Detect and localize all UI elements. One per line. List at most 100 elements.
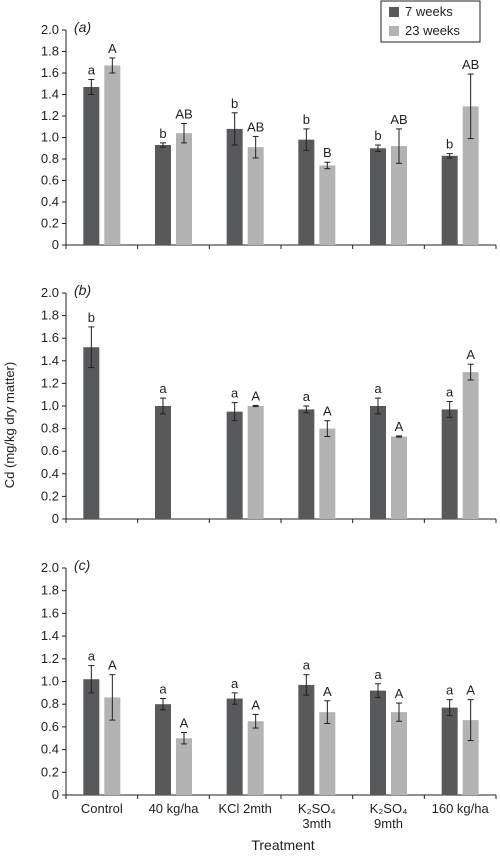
x-tick-label: 40 kg/ha	[149, 801, 200, 816]
y-tick-label: 1.4	[41, 87, 59, 102]
bar	[441, 155, 458, 245]
significance-letter: A	[180, 716, 189, 731]
significance-letter: A	[395, 419, 404, 434]
significance-letter: A	[108, 41, 117, 56]
significance-letter: AB	[462, 57, 479, 72]
significance-letter: A	[323, 404, 332, 419]
y-tick-label: 1.8	[41, 44, 59, 59]
legend-label-7-weeks: 7 weeks	[405, 4, 453, 19]
significance-letter: AB	[175, 107, 192, 122]
significance-letter: AB	[247, 119, 264, 134]
y-tick-label: 0.8	[41, 696, 59, 711]
x-tick-label-line: 9mth	[374, 816, 403, 831]
y-tick-label: 0.4	[41, 194, 59, 209]
bar	[83, 347, 100, 519]
bar	[104, 697, 121, 795]
bar	[155, 406, 171, 519]
significance-letter: a	[88, 62, 96, 77]
x-axis-label: Treatment	[251, 837, 314, 853]
y-tick-label: 1.2	[41, 375, 59, 390]
significance-letter: a	[159, 682, 167, 697]
x-tick-label-line: K₂SO₄	[370, 801, 408, 816]
bar	[247, 406, 264, 519]
y-tick-label: 0.4	[41, 466, 59, 481]
x-tick-label: Control	[81, 801, 123, 816]
significance-letter: A	[323, 684, 332, 699]
y-tick-label: 1.6	[41, 330, 59, 345]
y-tick-label: 1.0	[41, 674, 59, 689]
bar	[462, 106, 479, 245]
bar	[83, 86, 100, 245]
y-tick-label: 1.8	[41, 308, 59, 323]
significance-letter: A	[395, 686, 404, 701]
bar	[155, 704, 171, 795]
bar	[441, 707, 458, 795]
bar	[462, 372, 479, 519]
x-tick-label: 160 kg/ha	[432, 801, 490, 816]
significance-letter: a	[231, 676, 239, 691]
y-tick-label: 0	[52, 237, 59, 252]
bar	[104, 65, 121, 245]
y-tick-label: 0.6	[41, 443, 59, 458]
significance-letter: a	[303, 658, 311, 673]
bar	[176, 738, 192, 795]
bar	[391, 146, 407, 245]
y-tick-label: 0.2	[41, 216, 59, 231]
y-tick-label: 0.8	[41, 421, 59, 436]
y-tick-label: 0.6	[41, 719, 59, 734]
significance-letter: a	[446, 384, 454, 399]
y-tick-label: 0	[52, 511, 59, 526]
bar	[441, 409, 458, 519]
bar	[83, 679, 100, 795]
bar	[226, 411, 243, 519]
bar	[226, 128, 243, 245]
x-tick-label-line: KCl 2mth	[218, 801, 271, 816]
significance-letter: b	[303, 112, 310, 127]
significance-letter: b	[374, 128, 381, 143]
x-tick-label: K₂SO₄ 3mth	[298, 801, 336, 831]
y-tick-label: 0.2	[41, 488, 59, 503]
bar	[298, 684, 315, 795]
y-tick-label: 0.6	[41, 173, 59, 188]
bar	[370, 406, 386, 519]
bar	[370, 690, 386, 795]
y-tick-label: 1.4	[41, 353, 59, 368]
panels: 0 0.2 0.4 0.6 0.8 1.0 1.2 1.4 1.6 1.8 2.0 (a) a b b b b b…	[41, 19, 497, 831]
significance-letter: A	[108, 658, 117, 673]
bar	[319, 165, 336, 245]
significance-letter: a	[231, 386, 239, 401]
significance-letter: a	[374, 381, 382, 396]
significance-letter: a	[88, 649, 96, 664]
y-tick-label: 1.6	[41, 65, 59, 80]
significance-letter: b	[159, 126, 166, 141]
panel-label: (b)	[74, 282, 91, 298]
legend-swatch-23-weeks	[389, 26, 399, 36]
y-tick-label: 1.8	[41, 583, 59, 598]
bar	[226, 698, 243, 795]
significance-letter: b	[446, 137, 453, 152]
x-tick-label-line: 160 kg/ha	[432, 801, 490, 816]
x-tick-label: KCl 2mth	[218, 801, 271, 816]
bar	[247, 147, 264, 245]
x-tick-label-line: 40 kg/ha	[149, 801, 200, 816]
significance-letter: b	[231, 96, 238, 111]
bar	[176, 133, 192, 245]
y-tick-label: 0	[52, 787, 59, 802]
y-tick-label: 1.4	[41, 628, 59, 643]
legend: 7 weeks 23 weeks	[380, 0, 481, 43]
bar	[370, 148, 386, 245]
bar	[319, 428, 336, 519]
bar	[247, 721, 264, 795]
significance-letter: a	[446, 683, 454, 698]
x-tick-label-line: K₂SO₄	[298, 801, 336, 816]
significance-letter: A	[466, 347, 475, 362]
x-tick-label-line: 3mth	[302, 816, 331, 831]
x-tick-label-line: Control	[81, 801, 123, 816]
significance-letter: a	[159, 381, 167, 396]
bar	[319, 712, 336, 795]
y-tick-label: 1.2	[41, 651, 59, 666]
y-tick-label: 0.8	[41, 151, 59, 166]
significance-letter: a	[303, 389, 311, 404]
y-tick-label: 1.6	[41, 605, 59, 620]
